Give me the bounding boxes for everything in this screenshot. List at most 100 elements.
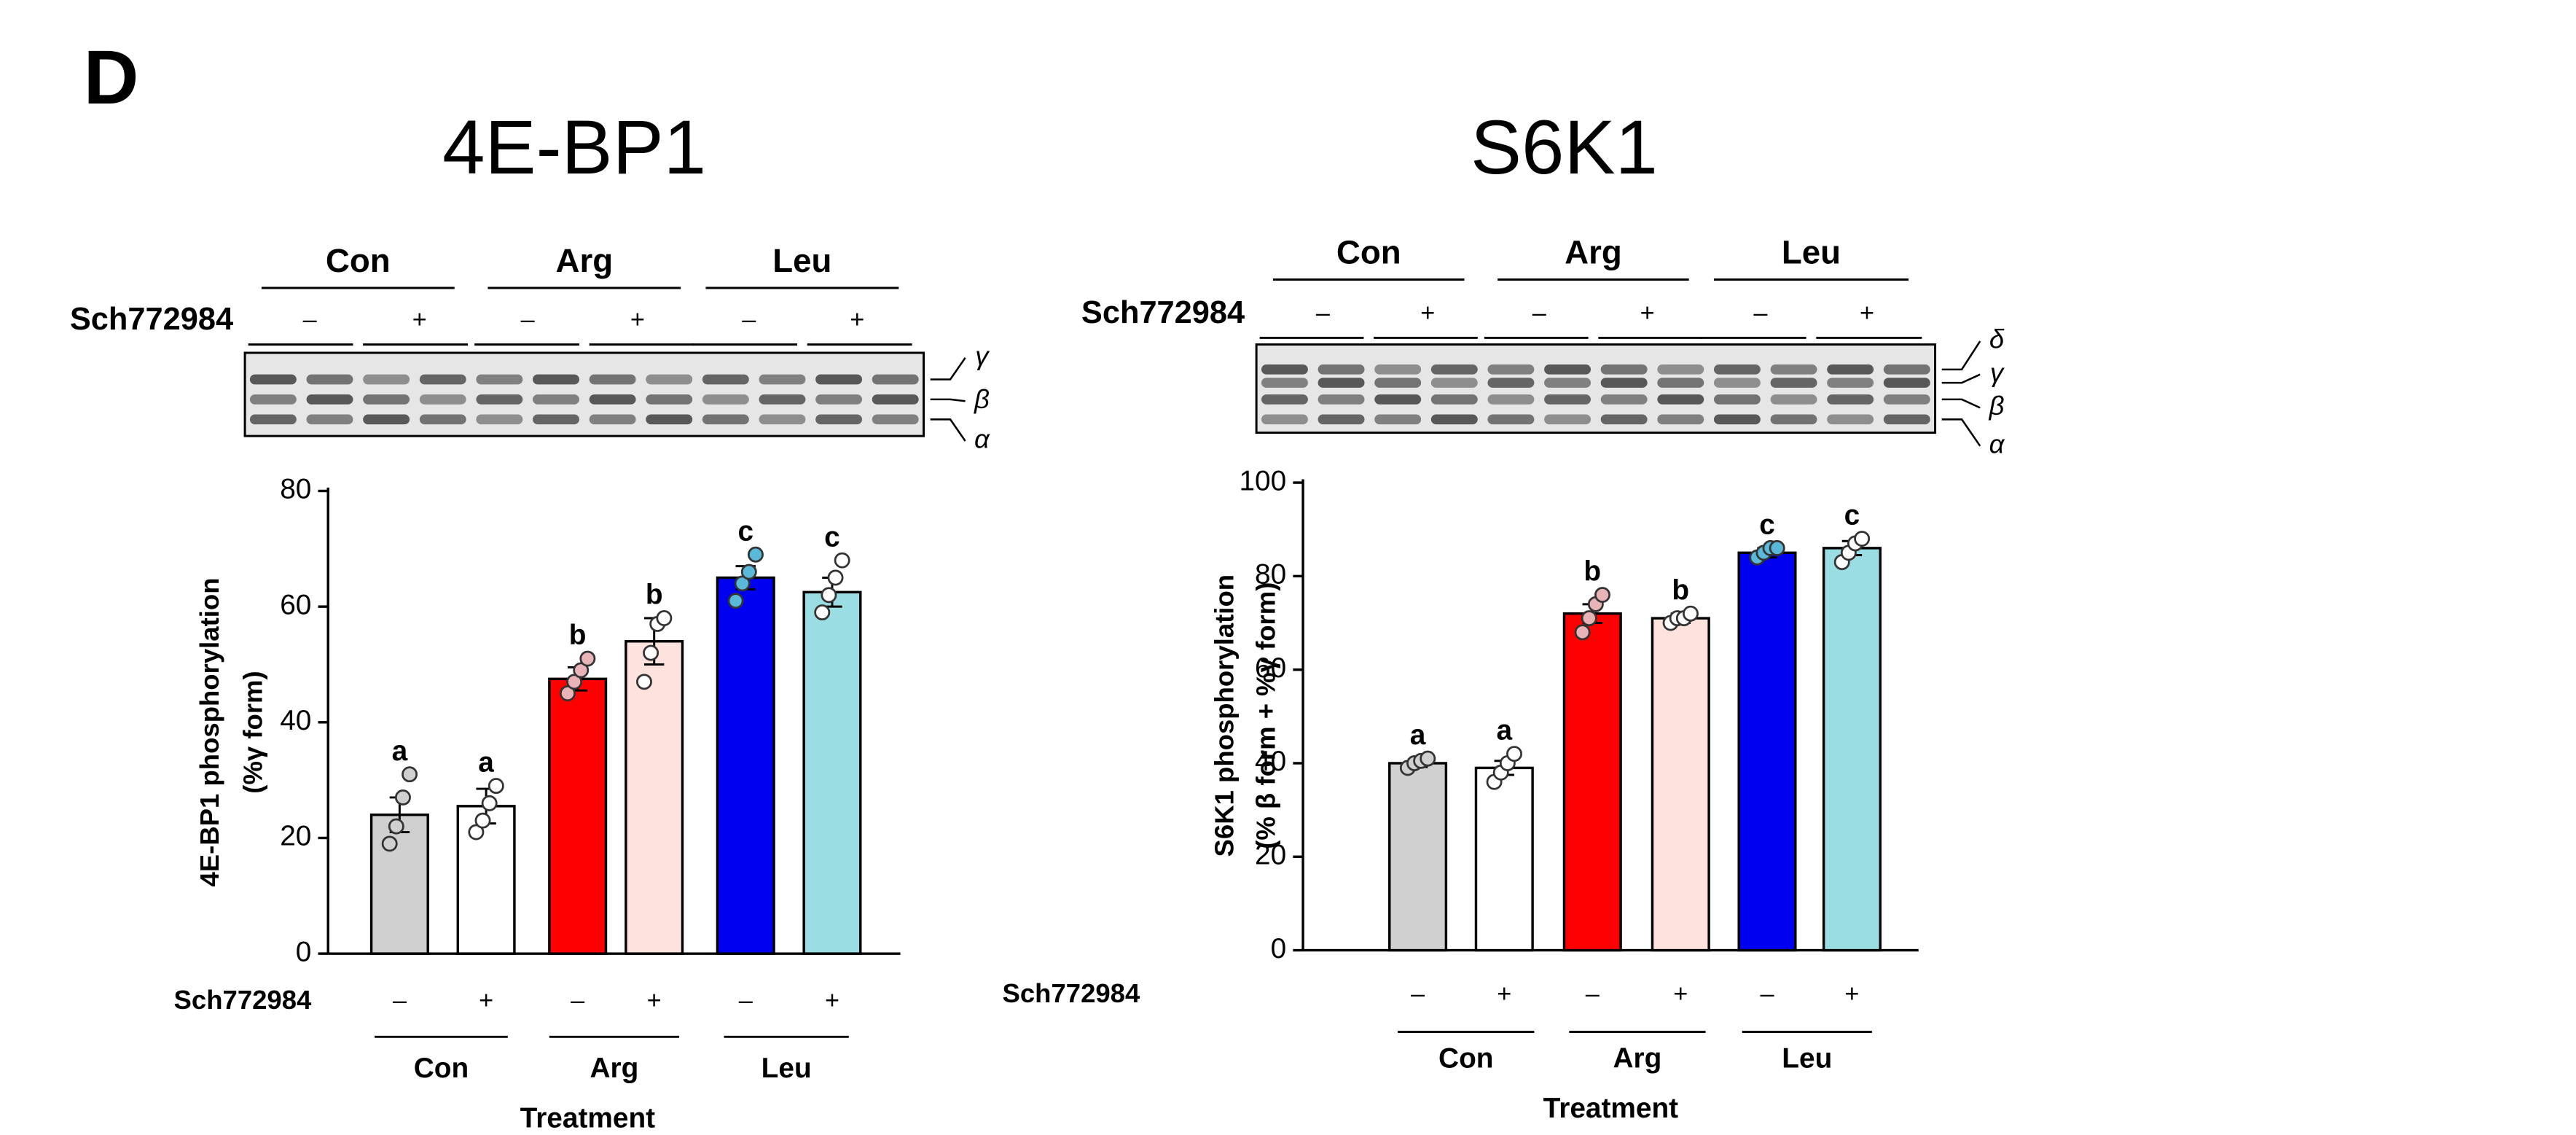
blot-sign: – [303,306,318,334]
blot-band [1430,414,1478,425]
significance-letter: c [737,515,753,547]
significance-letter: c [1844,500,1860,531]
blot-band [815,374,863,385]
blot-group-label: Arg [555,242,613,279]
blot-band [1487,378,1535,388]
blot-sign: – [1753,300,1768,327]
data-point [402,766,418,783]
x-axis-label: Treatment [520,1103,656,1134]
blot-band [1261,364,1308,375]
data-point [388,818,404,835]
data-point [834,552,850,569]
x-tick-label: + [479,986,493,1014]
blot-band [1261,394,1308,405]
data-point [468,824,485,840]
blot-band [1487,414,1535,425]
chart-title: 4E-BP1 [442,105,706,190]
blot-band [1544,394,1592,405]
blot-band [1827,378,1874,388]
x-tick-label: + [647,986,662,1014]
blot-sign: + [630,306,645,334]
band-arrow [1941,418,1981,447]
y-tick-label: 0 [296,936,312,967]
blot-band [1883,414,1930,425]
blot-band [363,394,410,405]
chart-title: S6K1 [1471,105,1658,190]
blot-band [419,414,466,425]
bar [1822,547,1882,952]
blot-sign: + [1420,300,1435,327]
blot-band [1827,414,1874,425]
blot-treatment-label: Sch772984 [1081,295,1245,330]
blot-band [759,394,806,405]
data-point [1683,605,1699,622]
blot-sign: – [521,306,536,334]
blot-band [702,374,749,385]
y-tick-label: 100 [1239,465,1286,496]
x-tick-label: – [1411,980,1425,1007]
blot-sign: + [1640,300,1655,327]
bar [548,677,608,955]
group-label: Leu [762,1053,812,1084]
blot-band [1374,378,1422,388]
significance-letter: b [1583,556,1601,588]
bar [802,590,862,955]
blot-band [1600,378,1648,388]
significance-letter: a [1496,715,1512,746]
y-axis-label: (%γ form) [238,671,267,793]
blot-band [646,414,693,425]
bar [1474,766,1534,952]
blot-band [1318,394,1365,405]
blot-band [1713,378,1761,388]
significance-letter: b [1672,574,1689,606]
blot-band [1261,414,1308,425]
blot-band [1430,378,1478,388]
data-point [1854,531,1871,547]
data-point [643,644,659,661]
data-point [747,546,764,563]
data-point [1574,624,1591,641]
blot-band [1883,394,1930,405]
data-point [727,593,744,609]
blot-sign: – [1532,300,1547,327]
group-label: Con [1438,1043,1493,1074]
blot-band [1374,414,1422,425]
y-axis-label: 4E-BP1 phosphorylation [195,578,224,887]
blot-band [1374,394,1422,405]
bar [716,576,775,955]
blot-band [1544,378,1592,388]
blot-band [1544,414,1592,425]
data-point [566,674,583,690]
data-point [734,575,751,592]
significance-letter: b [569,620,587,651]
blot-band [1600,394,1648,405]
blot-band [249,414,297,425]
bar [1562,612,1622,952]
blot-band [1318,364,1365,375]
blot-band [1883,378,1930,388]
x-tick-label: – [571,986,585,1014]
blot-sign: + [412,306,427,334]
blot-band [476,394,523,405]
bar [1388,762,1448,952]
group-label: Arg [1613,1043,1662,1074]
blot-band [306,414,353,425]
data-point [394,789,411,806]
blot-image [1255,343,1937,434]
blot-band [1713,414,1761,425]
bar [1737,551,1797,952]
data-point [740,563,757,580]
x-tick-label: + [825,986,839,1014]
blot-band [646,394,693,405]
blot-sign: + [850,306,864,334]
significance-letter: c [824,521,840,553]
band-arrow [930,418,966,442]
y-tick-label: 0 [1271,933,1287,964]
band-label: γ [975,340,990,370]
blot-band [306,394,353,405]
blot-band [759,414,806,425]
blot-group-label: Con [326,242,391,279]
blot-band [815,394,863,405]
data-point [1594,587,1610,603]
